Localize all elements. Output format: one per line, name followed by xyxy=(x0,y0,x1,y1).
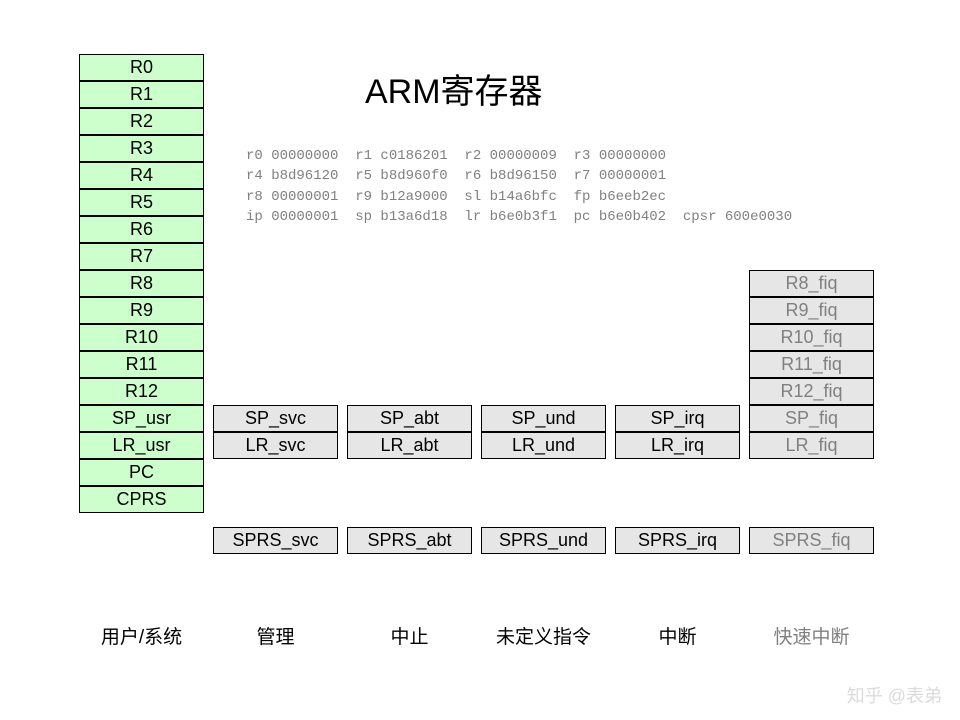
register-cell: R5 xyxy=(79,189,204,216)
register-cell: R10_fiq xyxy=(749,324,874,351)
register-cell: SPRS_und xyxy=(481,527,606,554)
register-cell: R11_fiq xyxy=(749,351,874,378)
diagram-title: ARM寄存器 xyxy=(365,64,543,113)
mode-label: 快速中断 xyxy=(749,622,874,649)
register-cell: LR_und xyxy=(481,432,606,459)
mode-label: 中止 xyxy=(347,622,472,649)
register-cell: SP_irq xyxy=(615,405,740,432)
register-cell: SPRS_svc xyxy=(213,527,338,554)
register-cell: LR_svc xyxy=(213,432,338,459)
register-cell: LR_usr xyxy=(79,432,204,459)
register-cell: R8 xyxy=(79,270,204,297)
register-cell: R12_fiq xyxy=(749,378,874,405)
register-dump: r0 00000000 r1 c0186201 r2 00000009 r3 0… xyxy=(246,146,792,227)
watermark: 知乎 @表弟 xyxy=(847,682,942,708)
register-cell: LR_fiq xyxy=(749,432,874,459)
mode-label: 中断 xyxy=(615,622,740,649)
register-cell: PC xyxy=(79,459,204,486)
register-cell: R2 xyxy=(79,108,204,135)
register-cell: SP_fiq xyxy=(749,405,874,432)
register-cell: R9_fiq xyxy=(749,297,874,324)
register-cell: SP_und xyxy=(481,405,606,432)
register-cell: R12 xyxy=(79,378,204,405)
register-cell: SPRS_abt xyxy=(347,527,472,554)
register-cell: R1 xyxy=(79,81,204,108)
register-cell: LR_abt xyxy=(347,432,472,459)
register-cell: SP_usr xyxy=(79,405,204,432)
register-cell: R9 xyxy=(79,297,204,324)
register-cell: SPRS_irq xyxy=(615,527,740,554)
register-cell: SP_svc xyxy=(213,405,338,432)
register-cell: SP_abt xyxy=(347,405,472,432)
mode-label: 未定义指令 xyxy=(481,622,606,649)
register-cell: R4 xyxy=(79,162,204,189)
register-cell: CPRS xyxy=(79,486,204,513)
register-cell: R3 xyxy=(79,135,204,162)
register-cell: R7 xyxy=(79,243,204,270)
mode-label: 管理 xyxy=(213,622,338,649)
register-cell: R0 xyxy=(79,54,204,81)
register-cell: R6 xyxy=(79,216,204,243)
register-cell: SPRS_fiq xyxy=(749,527,874,554)
register-cell: R8_fiq xyxy=(749,270,874,297)
mode-label: 用户/系统 xyxy=(79,622,204,649)
register-cell: LR_irq xyxy=(615,432,740,459)
register-cell: R11 xyxy=(79,351,204,378)
register-cell: R10 xyxy=(79,324,204,351)
